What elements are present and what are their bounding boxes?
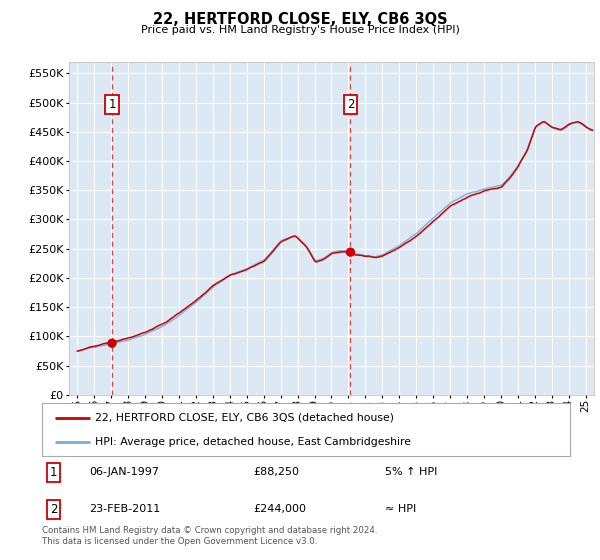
Text: ≈ HPI: ≈ HPI [385,505,416,515]
Text: 23-FEB-2011: 23-FEB-2011 [89,505,161,515]
Text: 1: 1 [50,465,58,479]
Text: 22, HERTFORD CLOSE, ELY, CB6 3QS (detached house): 22, HERTFORD CLOSE, ELY, CB6 3QS (detach… [95,413,394,423]
Text: 22, HERTFORD CLOSE, ELY, CB6 3QS: 22, HERTFORD CLOSE, ELY, CB6 3QS [152,12,448,27]
Text: HPI: Average price, detached house, East Cambridgeshire: HPI: Average price, detached house, East… [95,437,411,447]
Text: 2: 2 [347,99,354,111]
Text: £88,250: £88,250 [253,467,299,477]
Point [346,248,355,256]
Text: Price paid vs. HM Land Registry's House Price Index (HPI): Price paid vs. HM Land Registry's House … [140,25,460,35]
Text: 2: 2 [50,503,58,516]
Point [107,339,117,348]
Text: 5% ↑ HPI: 5% ↑ HPI [385,467,437,477]
Text: 1: 1 [108,99,116,111]
Text: £244,000: £244,000 [253,505,306,515]
Text: 06-JAN-1997: 06-JAN-1997 [89,467,160,477]
Text: Contains HM Land Registry data © Crown copyright and database right 2024.
This d: Contains HM Land Registry data © Crown c… [42,526,377,546]
